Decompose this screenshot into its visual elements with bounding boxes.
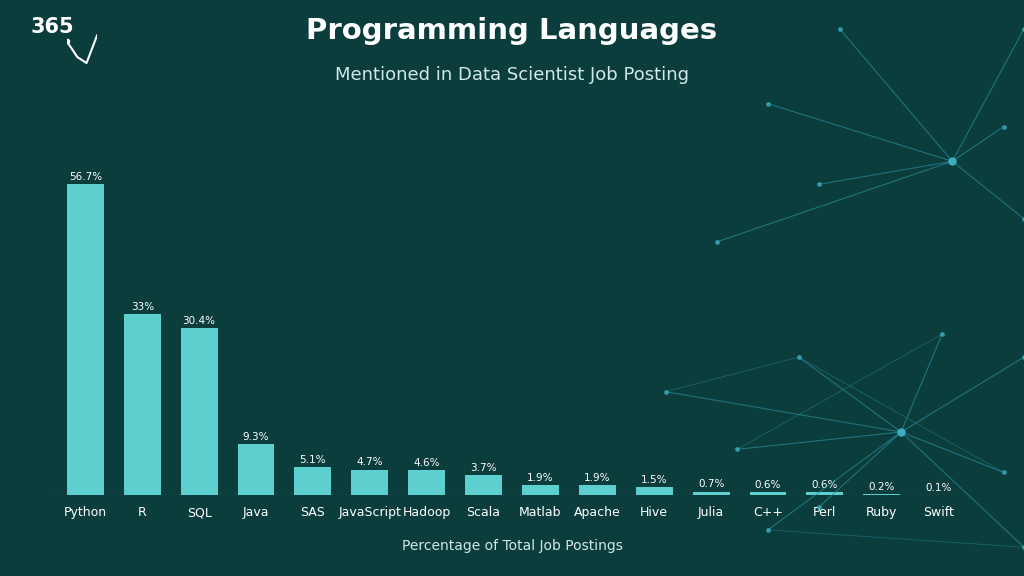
Bar (579, 485, 615, 495)
Bar (863, 494, 900, 495)
Text: 0.7%: 0.7% (698, 479, 724, 490)
Bar (465, 475, 502, 495)
Bar (750, 492, 786, 495)
Bar (180, 328, 218, 495)
Text: 365: 365 (31, 17, 75, 37)
Text: 33%: 33% (131, 302, 154, 312)
Bar (238, 444, 274, 495)
Text: 0.1%: 0.1% (926, 483, 952, 492)
Text: 9.3%: 9.3% (243, 432, 269, 442)
Text: 4.6%: 4.6% (414, 458, 440, 468)
Text: Percentage of Total Job Postings: Percentage of Total Job Postings (401, 539, 623, 553)
Bar (692, 491, 730, 495)
Text: Programming Languages: Programming Languages (306, 17, 718, 46)
Bar (67, 184, 103, 495)
Text: Mentioned in Data Scientist Job Posting: Mentioned in Data Scientist Job Posting (335, 66, 689, 84)
Text: 0.6%: 0.6% (812, 480, 838, 490)
Text: 1.9%: 1.9% (584, 473, 610, 483)
Text: 56.7%: 56.7% (69, 172, 102, 181)
Text: 5.1%: 5.1% (300, 455, 326, 465)
Bar (351, 469, 388, 495)
Text: 1.5%: 1.5% (641, 475, 668, 485)
Bar (636, 487, 673, 495)
Bar (409, 470, 445, 495)
Bar (295, 467, 332, 495)
Text: 30.4%: 30.4% (182, 316, 216, 326)
Text: 0.2%: 0.2% (868, 482, 895, 492)
Text: 0.6%: 0.6% (755, 480, 781, 490)
Bar (124, 314, 161, 495)
Bar (522, 485, 559, 495)
Text: 3.7%: 3.7% (470, 463, 497, 473)
Text: 4.7%: 4.7% (356, 457, 383, 467)
Text: 1.9%: 1.9% (527, 473, 554, 483)
Bar (807, 492, 844, 495)
